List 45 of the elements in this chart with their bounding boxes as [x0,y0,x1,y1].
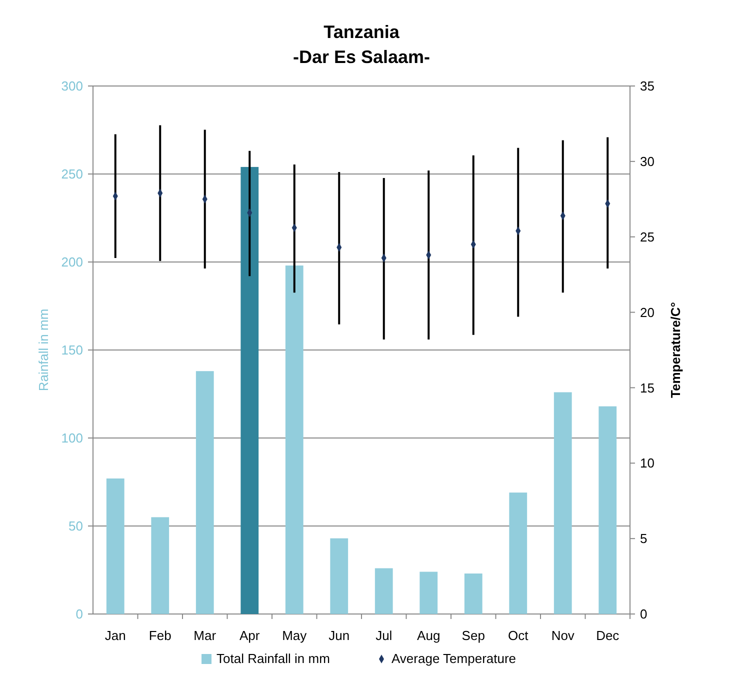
bar [554,392,572,614]
y-tick-label: 300 [61,78,83,94]
y-tick-label: 50 [68,518,83,534]
y-tick-label: 150 [61,342,83,358]
bar [598,406,617,614]
y-tick-label: 250 [61,166,83,182]
x-tick-label: Apr [240,628,260,643]
y2-tick-label: 25 [640,229,654,244]
bar [420,572,438,614]
bar [330,538,348,614]
bar [464,574,482,614]
bar [240,166,259,614]
y-axis-title: Rainfall in mm [36,308,51,392]
y2-tick-label: 30 [640,154,654,169]
bar [285,266,304,614]
x-tick-label: Dec [596,628,620,643]
y-tick-label: 0 [76,606,83,622]
bar [151,517,170,614]
x-tick-label: Oct [508,628,529,643]
chart-title: Tanzania [324,22,400,42]
y-tick-label: 100 [61,430,83,446]
x-tick-label: Jun [328,628,350,643]
bar [196,371,214,614]
chart-subtitle: -Dar Es Salaam- [292,47,430,67]
legend-label: Average Temperature [392,651,516,666]
y2-tick-label: 15 [640,380,654,396]
y2-tick-label: 35 [640,78,654,94]
legend-label: Total Rainfall in mm [216,651,330,666]
bar [374,568,393,614]
y2-tick-label: 5 [640,531,648,546]
x-tick-label: Feb [148,628,172,643]
y2-tick-label: 20 [640,304,654,320]
bar [509,492,528,614]
x-tick-label: Nov [551,628,575,643]
y2-axis-title: Temperature/C° [668,302,683,398]
y2-tick-label: 10 [640,456,654,471]
y-tick-label: 200 [61,254,83,270]
x-tick-label: Jul [376,628,392,643]
bar [106,478,124,614]
x-tick-label: Aug [417,628,440,643]
x-tick-label: May [282,628,308,643]
x-tick-label: Jan [104,628,126,643]
y2-tick-label: 0 [640,606,648,622]
x-tick-label: Mar [194,628,217,643]
x-tick-label: Sep [462,628,485,643]
